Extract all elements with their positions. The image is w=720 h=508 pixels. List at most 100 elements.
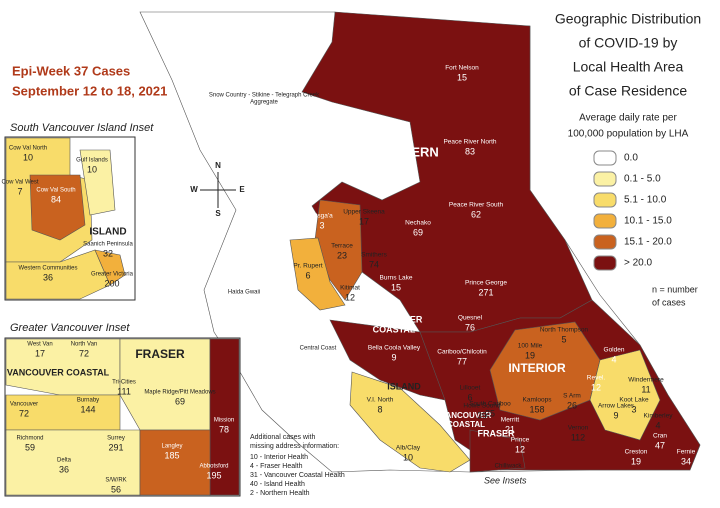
legend-label: 0.0: [624, 153, 638, 164]
note-item: 4 - Fraser Health: [250, 463, 303, 470]
region-cases: 8: [377, 404, 382, 414]
region-name: V.I. North: [367, 397, 394, 404]
region-cases: 32: [103, 248, 113, 258]
region-cases: 111: [117, 386, 131, 396]
region-cases: 3: [319, 220, 324, 230]
region-cases: 291: [108, 442, 123, 452]
legend-label: 5.1 - 10.0: [624, 195, 667, 206]
region-cases: 6: [467, 392, 472, 402]
region-cases: 12: [515, 444, 525, 454]
health-authority-label: VANCOUVER: [441, 411, 492, 420]
n-note: n = number: [652, 284, 698, 294]
region-name: Maple Ridge/Pitt Meadows: [144, 390, 215, 396]
region-cases: 36: [43, 272, 53, 282]
region-name: Cow Val South: [36, 188, 75, 194]
title-line: of Case Residence: [569, 83, 688, 99]
region-name: Western Communities: [19, 266, 78, 272]
region-cases: 5: [561, 334, 566, 344]
region-cases: 72: [79, 348, 89, 358]
region-cases: 9: [613, 410, 618, 420]
legend-label: 0.1 - 5.0: [624, 174, 661, 185]
region-name: Fernie: [677, 449, 696, 456]
title-line: Local Health Area: [573, 59, 684, 75]
region-name: 100 Mile: [518, 343, 543, 350]
region-name: Richmond: [16, 436, 43, 442]
region-cases: 185: [164, 450, 179, 460]
place-name: Snow Country - Stikine - Telegraph Creek: [209, 93, 320, 99]
kootenay-area: [589, 349, 661, 441]
region-cases: 62: [471, 209, 481, 219]
region-name: North Thompson: [540, 327, 589, 334]
region-cases: 26: [567, 400, 577, 410]
inset-label: ISLAND: [89, 227, 126, 238]
region-name: Bella Coola Valley: [368, 345, 421, 352]
region-name: Cran: [653, 433, 667, 440]
region-name: Burns Lake: [380, 275, 413, 282]
region-cases: 15: [457, 72, 467, 82]
region-cases: 72: [19, 408, 29, 418]
region-name: Saanich Peninsula: [83, 242, 133, 248]
region-name: Cariboo/Chilcotin: [437, 349, 487, 356]
place-name: Haida Gwaii: [228, 290, 260, 296]
note-item: 40 - Island Health: [250, 481, 305, 488]
health-authority-label: FRASER: [477, 428, 515, 438]
region-cases: 69: [413, 227, 423, 237]
title-line: of COVID-19 by: [579, 35, 678, 51]
region-cases: 36: [59, 464, 69, 474]
region-cases: 4: [611, 354, 616, 364]
region-name: Creston: [625, 449, 648, 456]
region-name: Tri-Cities: [112, 380, 136, 386]
region-name: North Van: [71, 342, 98, 348]
region-name: S/W/RK: [105, 478, 126, 484]
legend-label: 10.1 - 15.0: [624, 216, 672, 227]
region-name: Terrace: [331, 243, 353, 250]
region-cases: 3: [631, 404, 636, 414]
region-name: Koot Lake: [619, 397, 649, 404]
region-cases: 12: [345, 292, 355, 302]
note-item: 2 - Northern Health: [250, 490, 310, 497]
health-authority-label: INTERIOR: [508, 361, 566, 375]
region-name: Pr. Rupert: [293, 263, 322, 270]
region-name: Nisga'a: [311, 213, 333, 220]
inset-cowichan-south: [29, 174, 86, 241]
inset-victoria: [94, 249, 126, 286]
legend-label: 15.1 - 20.0: [624, 237, 672, 248]
region-name: Surrey: [107, 436, 125, 442]
inset-title: South Vancouver Island Inset: [10, 122, 154, 134]
region-name: Kitimat: [340, 285, 360, 292]
region-name: West Van: [27, 342, 52, 348]
region-name: Delta: [57, 458, 72, 464]
region-cases: 112: [571, 432, 585, 442]
region-cases: 11: [641, 384, 650, 394]
region-name: Abbotsford: [199, 464, 228, 470]
region-cases: 12: [591, 382, 601, 392]
coast-area: [289, 237, 346, 311]
region-cases: 10: [23, 152, 33, 162]
health-authority-label: COASTAL: [373, 324, 416, 334]
health-authority-label: VANCOUVER: [366, 314, 423, 324]
region-name: Lillooet: [460, 385, 481, 392]
n-note: of cases: [652, 297, 686, 307]
legend-swatch: [593, 150, 617, 166]
region-cases: 59: [25, 442, 35, 452]
region-cases: 77: [457, 356, 467, 366]
legend-swatch: [593, 234, 617, 250]
compass-letter: W: [190, 185, 198, 194]
region-cases: 271: [478, 287, 493, 297]
place-name: Aggregate: [250, 100, 278, 106]
inset-langley: [139, 429, 211, 496]
region-cases: 74: [369, 259, 379, 269]
region-cases: 9: [391, 352, 396, 362]
place-name: Central Coast: [300, 346, 337, 352]
region-name: Cow Val North: [9, 146, 47, 152]
health-authority-label: ISLAND: [342, 455, 387, 469]
region-cases: 17: [359, 216, 369, 226]
region-cases: 34: [681, 456, 691, 466]
region-name: Cow Val West: [1, 180, 38, 186]
region-cases: 4: [655, 420, 660, 430]
region-name: Prince: [511, 437, 530, 444]
region-name: Gulf Islands: [76, 158, 108, 164]
region-cases: 10: [403, 452, 413, 462]
region-cases: 69: [175, 396, 185, 406]
